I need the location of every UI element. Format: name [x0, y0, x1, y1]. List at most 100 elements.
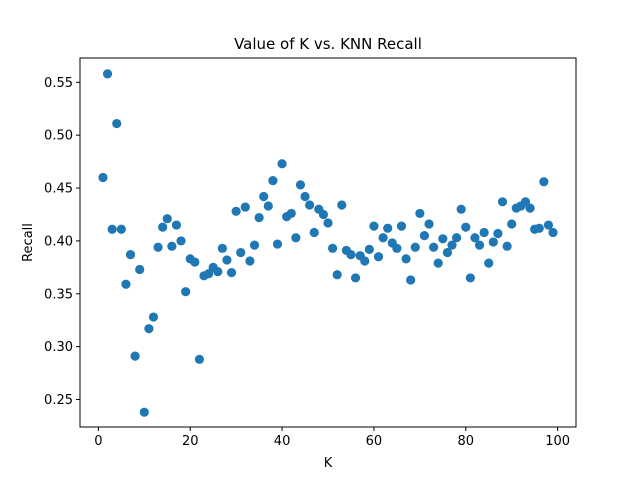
data-point — [484, 258, 494, 268]
data-point — [350, 273, 361, 283]
data-point — [318, 209, 329, 220]
x-tick-label: 0 — [94, 434, 102, 449]
data-point — [360, 256, 370, 266]
data-point — [236, 247, 246, 258]
data-point — [268, 176, 278, 186]
data-point — [309, 227, 319, 238]
data-point — [392, 243, 402, 253]
data-point — [424, 219, 434, 229]
data-point — [167, 241, 177, 251]
data-point — [144, 324, 154, 334]
data-point — [442, 247, 453, 258]
data-point — [272, 239, 283, 249]
data-point — [346, 250, 356, 260]
data-point — [479, 227, 489, 238]
data-point — [507, 219, 517, 229]
data-point — [286, 208, 296, 219]
data-point — [190, 257, 200, 267]
data-point — [534, 223, 544, 233]
data-point — [383, 223, 393, 233]
chart-title: Value of K vs. KNN Recall — [234, 35, 422, 53]
y-tick-label: 0.40 — [44, 234, 73, 249]
data-point — [539, 177, 549, 187]
y-tick-label: 0.45 — [44, 182, 73, 197]
data-point — [130, 351, 140, 361]
data-point — [461, 222, 471, 232]
y-tick-label: 0.35 — [44, 287, 73, 302]
data-point — [497, 197, 508, 207]
data-point — [171, 220, 182, 230]
data-point — [249, 240, 260, 250]
x-tick-label: 60 — [366, 434, 383, 449]
data-point — [429, 242, 439, 252]
data-point — [112, 118, 122, 129]
data-point — [433, 258, 443, 268]
axes-frame — [79, 57, 577, 428]
data-point — [148, 312, 159, 322]
data-point — [502, 241, 512, 251]
data-point — [181, 287, 191, 297]
data-point — [300, 191, 310, 202]
data-point — [456, 204, 466, 214]
data-point — [263, 201, 273, 211]
data-point — [222, 255, 232, 265]
data-point — [98, 172, 108, 183]
data-point — [176, 236, 186, 246]
data-point — [291, 233, 301, 243]
data-point — [139, 407, 149, 417]
data-point — [401, 254, 411, 264]
data-point — [438, 234, 448, 244]
data-point — [447, 240, 457, 250]
data-point — [465, 273, 475, 283]
data-point — [158, 222, 168, 232]
data-point — [369, 221, 379, 231]
x-axis-label: K — [324, 456, 333, 471]
data-point — [520, 197, 531, 207]
data-point — [295, 180, 306, 190]
data-point — [548, 227, 558, 238]
data-point — [525, 203, 535, 213]
data-point — [419, 231, 430, 241]
data-points — [98, 69, 558, 417]
data-point — [332, 270, 342, 280]
data-point — [364, 244, 374, 254]
data-point — [406, 275, 416, 285]
y-axis-ticks: 0.25 0.30 0.35 0.40 0.45 0.50 0.55 — [44, 76, 80, 408]
data-point — [493, 228, 503, 239]
y-tick-label: 0.25 — [44, 393, 73, 408]
data-point — [488, 237, 498, 247]
data-point — [153, 242, 163, 252]
data-point — [245, 256, 255, 266]
data-point — [217, 243, 227, 253]
x-axis-ticks: 0 20 40 60 80 100 — [94, 427, 570, 449]
data-point — [194, 354, 205, 364]
x-tick-label: 80 — [458, 434, 475, 449]
data-point — [327, 243, 338, 253]
data-point — [323, 218, 333, 228]
data-point — [305, 200, 315, 210]
data-point — [107, 224, 117, 234]
data-point — [451, 233, 462, 243]
data-point — [226, 268, 237, 278]
y-tick-label: 0.50 — [44, 129, 73, 144]
data-point — [373, 252, 384, 262]
data-point — [474, 240, 485, 250]
data-point — [277, 159, 287, 169]
data-point — [162, 214, 172, 224]
data-point — [231, 206, 241, 216]
data-point — [121, 279, 131, 289]
data-point — [396, 221, 407, 231]
data-point — [125, 250, 136, 260]
data-point — [102, 69, 113, 79]
x-tick-label: 40 — [274, 434, 291, 449]
data-point — [337, 200, 347, 210]
data-point — [116, 224, 126, 234]
data-point — [240, 202, 250, 212]
data-point — [378, 233, 388, 243]
data-point — [203, 269, 214, 279]
data-point — [470, 233, 480, 243]
data-point — [254, 213, 264, 223]
y-tick-label: 0.55 — [44, 76, 73, 91]
data-point — [415, 208, 425, 219]
